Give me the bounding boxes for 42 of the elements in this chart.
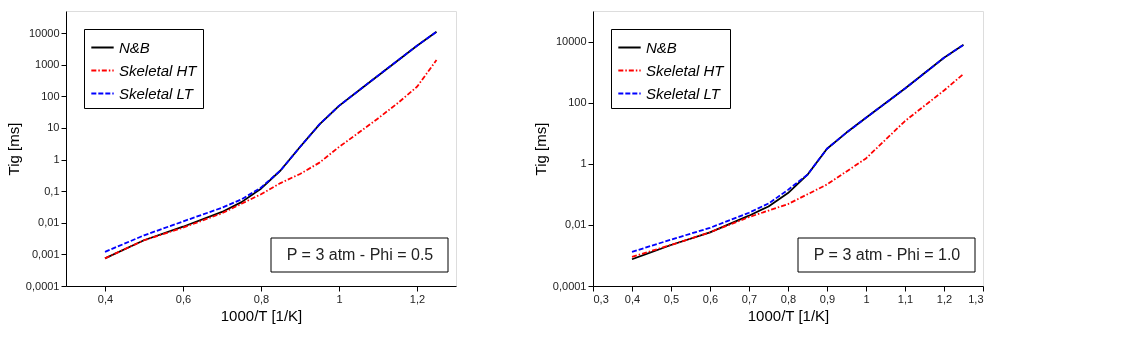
x-tick-label: 0,6: [702, 292, 719, 305]
x-tick-label: 0,8: [780, 292, 797, 305]
y-tick-label: 0,1: [44, 184, 60, 197]
legend-label: Skeletal HT: [119, 61, 199, 79]
x-tick-label: 0,7: [741, 292, 758, 305]
legend-label: N&B: [119, 38, 150, 56]
x-tick-label: 0,3: [593, 292, 609, 305]
x-tick-label: 1,3: [968, 292, 984, 305]
annotation: P = 3 atm - Phi = 0.5: [286, 246, 434, 263]
x-tick-label: 0,9: [819, 292, 836, 305]
y-tick-label: 1: [580, 157, 587, 170]
x-tick-label: 0,4: [624, 292, 641, 305]
legend-label: N&B: [646, 38, 677, 56]
y-tick-label: 0,01: [38, 216, 60, 229]
y-tick-label: 100: [568, 96, 587, 109]
x-axis-title: 1000/T [1/K]: [747, 306, 830, 324]
y-axis-title: Tig [ms]: [4, 122, 22, 176]
x-tick-label: 0,6: [175, 292, 192, 305]
x-tick-label: 1,1: [897, 292, 914, 305]
y-tick-label: 10: [47, 121, 60, 134]
legend-label: Skeletal LT: [646, 84, 722, 102]
y-tick-label: 10000: [28, 26, 60, 39]
x-tick-label: 1: [863, 292, 870, 305]
x-tick-label: 1,2: [409, 292, 426, 305]
annotation: P = 3 atm - Phi = 1.0: [813, 246, 961, 263]
y-axis-title: Tig [ms]: [531, 122, 549, 176]
y-tick-label: 0,0001: [552, 279, 587, 292]
legend-label: Skeletal LT: [119, 84, 195, 102]
x-tick-label: 0,8: [253, 292, 270, 305]
y-tick-label: 100: [41, 89, 60, 102]
y-tick-label: 1000: [35, 58, 60, 71]
x-tick-label: 0,4: [97, 292, 114, 305]
y-tick-label: 10000: [555, 35, 587, 48]
x-tick-label: 0,5: [663, 292, 680, 305]
y-tick-label: 0,001: [31, 247, 60, 260]
x-tick-label: 1: [336, 292, 343, 305]
y-tick-label: 0,0001: [25, 279, 60, 292]
x-axis-title: 1000/T [1/K]: [220, 306, 303, 324]
y-tick-label: 1: [53, 153, 60, 166]
legend-label: Skeletal HT: [646, 61, 726, 79]
y-tick-label: 0,01: [565, 218, 587, 231]
x-tick-label: 1,2: [936, 292, 953, 305]
